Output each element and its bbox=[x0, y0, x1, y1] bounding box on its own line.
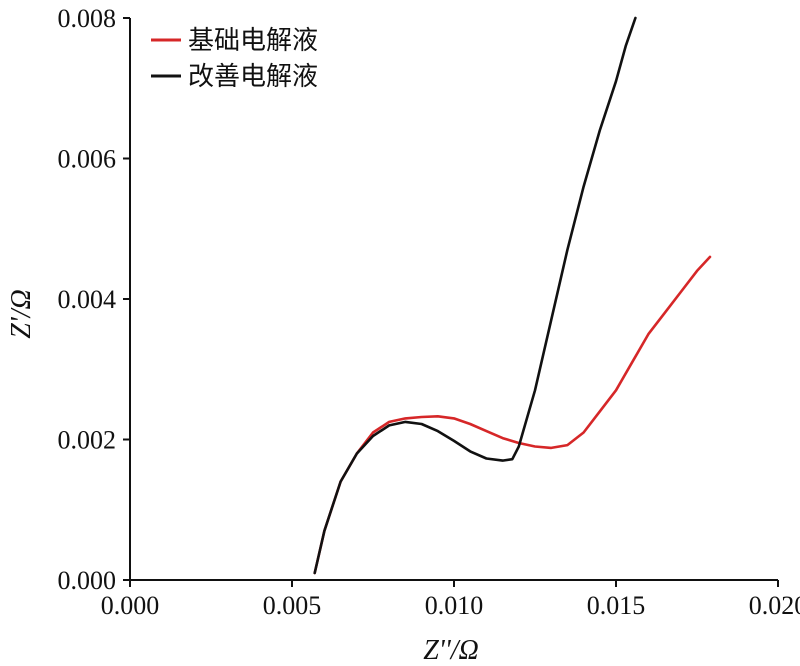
y-tick-label: 0.004 bbox=[58, 285, 117, 314]
series-line-2 bbox=[313, 16, 637, 575]
series-line-1 bbox=[313, 255, 712, 575]
legend-label-1: 基础电解液 bbox=[188, 26, 318, 56]
legend-label-2: 改善电解液 bbox=[188, 62, 318, 92]
tick-group: 0.000 0.005 0.010 0.015 0.020 0.000 0.002 0.004… bbox=[58, 4, 800, 620]
series-layer bbox=[313, 16, 712, 575]
x-tick-label: 0.015 bbox=[587, 591, 646, 620]
y-tick-label: 0.002 bbox=[58, 426, 117, 455]
y-tick-label: 0.006 bbox=[58, 145, 117, 174]
y-tick-label: 0.000 bbox=[58, 566, 117, 595]
x-tick-label: 0.000 bbox=[101, 591, 160, 620]
x-tick-label: 0.005 bbox=[263, 591, 322, 620]
x-tick-label: 0.020 bbox=[749, 591, 800, 620]
axes bbox=[129, 18, 778, 581]
y-tick-label: 0.008 bbox=[58, 4, 117, 33]
x-axis-title: Z''/Ω bbox=[423, 635, 479, 666]
y-axis-title: Z'/Ω bbox=[6, 289, 37, 339]
x-tick-label: 0.010 bbox=[425, 591, 484, 620]
